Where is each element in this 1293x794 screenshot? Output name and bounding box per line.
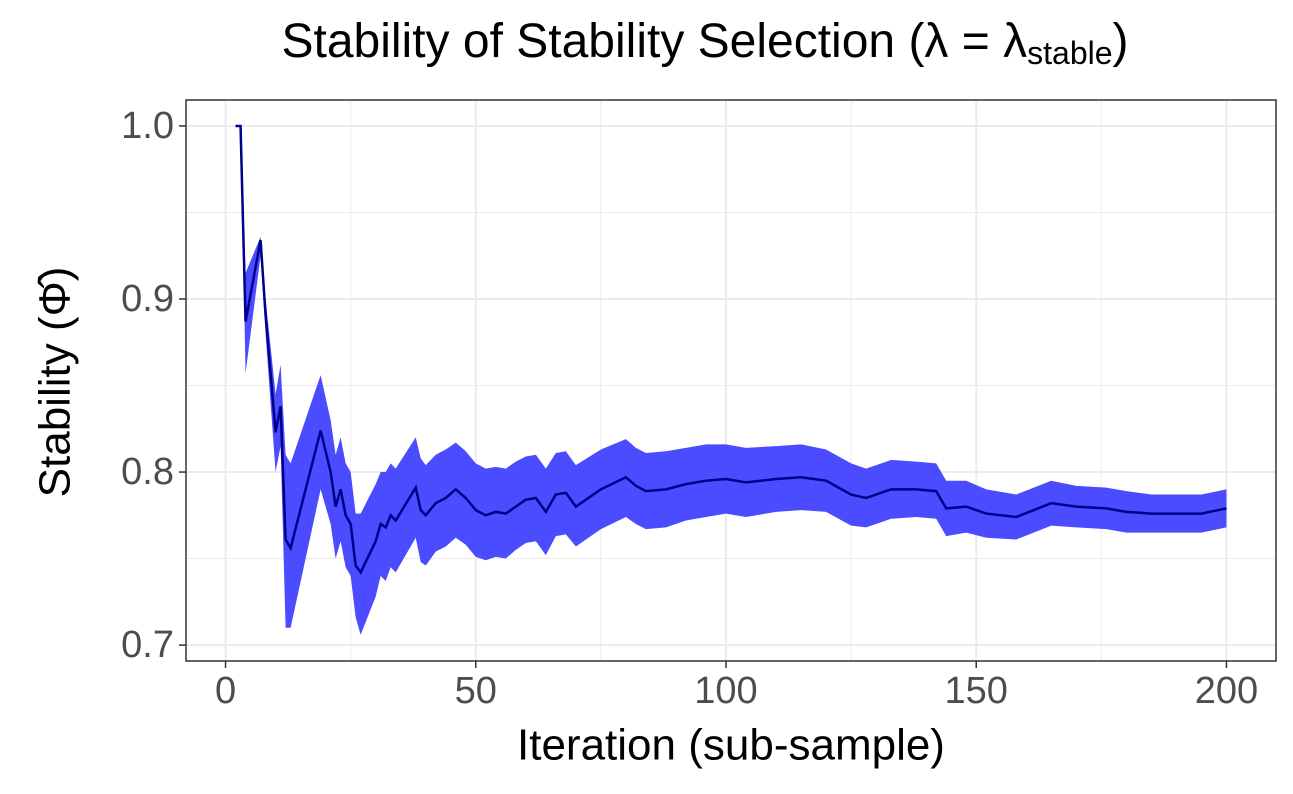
y-axis-title: Stability (Φ̂) — [31, 267, 80, 498]
plot-border — [185, 99, 1277, 662]
y-tick-label: 1.0 — [121, 105, 174, 147]
stability-line — [235, 124, 1227, 575]
x-tick-label: 0 — [215, 670, 236, 712]
y-tick-label: 0.8 — [121, 451, 174, 493]
y-tick-label: 0.9 — [121, 278, 174, 320]
x-axis-title: Iteration (sub-sample) — [517, 721, 945, 770]
confidence-ribbon — [235, 125, 1227, 635]
chart-title: Stability of Stability Selection (λ = λs… — [281, 15, 1128, 72]
y-tick-label: 0.7 — [121, 624, 174, 666]
x-tick-label: 50 — [455, 670, 497, 712]
title-end: ) — [1113, 15, 1129, 68]
title-subscript: stable — [1027, 35, 1112, 71]
x-tick-label: 150 — [945, 670, 1008, 712]
x-tick-label: 200 — [1195, 670, 1258, 712]
x-tick-label: 100 — [694, 670, 757, 712]
title-main: Stability of Stability Selection (λ = λ — [281, 15, 1027, 68]
